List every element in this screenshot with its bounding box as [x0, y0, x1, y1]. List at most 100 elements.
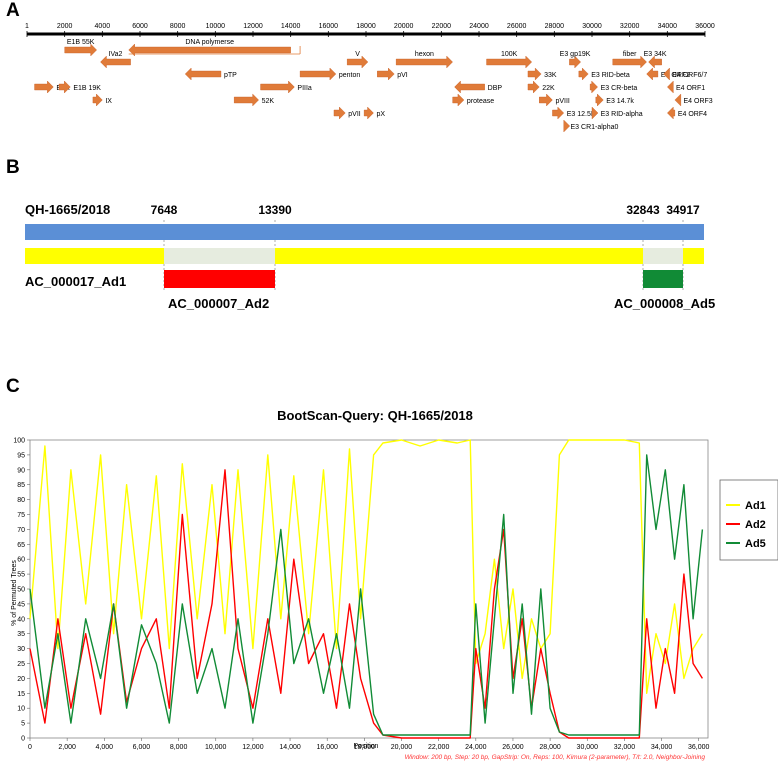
breakpoint-label-4: 34917 [666, 203, 700, 217]
gene-arrow [454, 80, 485, 94]
gene-arrow [539, 93, 553, 107]
genome-axis-tick-label: 12000 [243, 23, 263, 30]
gene-label: E4 ORF3 [684, 98, 713, 105]
gene-label: 33K [544, 72, 557, 79]
gene-arrow [667, 80, 674, 94]
gene-label: hexon [415, 51, 434, 58]
genome-axis-tick-label: 2000 [57, 23, 73, 30]
gene-label: E3 34K [644, 51, 667, 58]
major-parent-bar [25, 248, 704, 264]
gene-label: E4 ORF1 [676, 85, 705, 92]
gene-arrow [64, 43, 97, 57]
recombination-diagram: QH-1665/2018 7648 13390 32843 34917 AC_0… [25, 202, 715, 311]
gene-arrow [527, 80, 540, 94]
genome-axis-tick-label: 28000 [545, 23, 565, 30]
gene-label: PIIIa [297, 85, 312, 92]
genome-axis-tick-label: 1 [25, 23, 29, 30]
breakpoint-label-3: 32843 [626, 203, 660, 217]
genome-axis-tick-label: 32000 [620, 23, 640, 30]
gene-label: protease [467, 98, 494, 105]
gene-label: pX [377, 111, 386, 118]
x-tick-label: 2,000 [58, 744, 76, 751]
x-tick-label: 26,000 [502, 744, 524, 751]
gene-arrow [595, 93, 604, 107]
bootscan-chart: BootScan-Query: QH-1665/2018 % of Permut… [11, 408, 778, 761]
gene-arrow [589, 80, 598, 94]
gene-arrow [34, 80, 54, 94]
gene-label: E1B 55K [67, 39, 95, 46]
y-tick-label: 40 [17, 616, 25, 623]
gene-arrow [563, 119, 571, 133]
gene-label: pVI [397, 72, 408, 79]
gene-arrow [363, 106, 374, 120]
gene-label: E4 ORF6/7 [672, 72, 707, 79]
gene-arrow [612, 55, 647, 69]
gene-arrow [667, 106, 676, 120]
panel-label-c: C [6, 376, 20, 397]
x-tick-label: 10,000 [205, 744, 227, 751]
genome-axis-tick-label: 14000 [281, 23, 301, 30]
chart-footer: Window: 200 bp, Step: 20 bp, GapStrip: O… [405, 754, 706, 761]
y-tick-label: 80 [17, 497, 25, 504]
gene-label: IVa2 [109, 51, 123, 58]
gene-arrow [663, 67, 670, 81]
gene-arrow [299, 67, 337, 81]
gap-segment-2 [643, 248, 683, 264]
y-tick-label: 85 [17, 482, 25, 489]
genome-axis-tick-label: 8000 [170, 23, 186, 30]
gene-label: pVII [348, 111, 361, 118]
genome-axis-tick-label: 22000 [432, 23, 452, 30]
gene-label: pTP [224, 72, 237, 79]
gene-arrow [591, 106, 599, 120]
gene-arrow [486, 55, 533, 69]
y-tick-label: 50 [17, 587, 25, 594]
x-axis-label: Position [354, 743, 379, 750]
gene-label: fiber [623, 51, 637, 58]
gene-arrow [527, 67, 542, 81]
x-tick-label: 6,000 [133, 744, 151, 751]
x-tick-label: 32,000 [614, 744, 636, 751]
y-tick-label: 5 [21, 721, 25, 728]
gene-label: E3 CR-beta [601, 85, 638, 92]
x-tick-label: 22,000 [428, 744, 450, 751]
gene-arrow [578, 67, 589, 81]
gene-arrow [395, 55, 453, 69]
gene-arrow [92, 93, 103, 107]
gene-arrow [184, 67, 222, 81]
x-tick-label: 30,000 [577, 744, 599, 751]
legend-label-ad1: Ad1 [745, 500, 766, 512]
y-tick-label: 0 [21, 736, 25, 743]
y-axis-label: % of Permuted Trees [11, 560, 18, 626]
gene-label: pVIII [555, 98, 569, 105]
y-tick-label: 75 [17, 512, 25, 519]
gene-label: penton [339, 72, 361, 79]
gene-arrow [100, 55, 131, 69]
genome-axis-tick-label: 6000 [132, 23, 148, 30]
x-tick-label: 36,000 [688, 744, 710, 751]
gene-arrow [377, 67, 395, 81]
panel-label-b: B [6, 157, 20, 178]
gene-arrow [569, 55, 581, 69]
gene-arrow [333, 106, 346, 120]
x-tick-label: 28,000 [539, 744, 561, 751]
gene-arrow [646, 67, 659, 81]
x-tick-label: 0 [28, 744, 32, 751]
genome-axis-tick-label: 34000 [658, 23, 678, 30]
legend-label-ad5: Ad5 [745, 538, 766, 550]
minor-parent-label-ad2: AC_000007_Ad2 [168, 296, 269, 311]
x-tick-label: 20,000 [391, 744, 413, 751]
gene-label: E3 gp19K [560, 51, 591, 58]
y-tick-label: 65 [17, 542, 25, 549]
plot-area [29, 439, 709, 739]
y-tick-label: 60 [17, 557, 25, 564]
gene-arrow [58, 80, 71, 94]
genome-axis-tick-label: 4000 [95, 23, 111, 30]
y-tick-label: 90 [17, 467, 25, 474]
gap-segment-1 [164, 248, 275, 264]
x-tick-label: 16,000 [316, 744, 338, 751]
y-tick-label: 45 [17, 601, 25, 608]
legend: Ad1 Ad2 Ad5 [719, 479, 778, 561]
minor-parent-bar-ad5 [643, 270, 683, 288]
chart-title: BootScan-Query: QH-1665/2018 [277, 408, 473, 423]
minor-parent-label-ad5: AC_000008_Ad5 [614, 296, 715, 311]
